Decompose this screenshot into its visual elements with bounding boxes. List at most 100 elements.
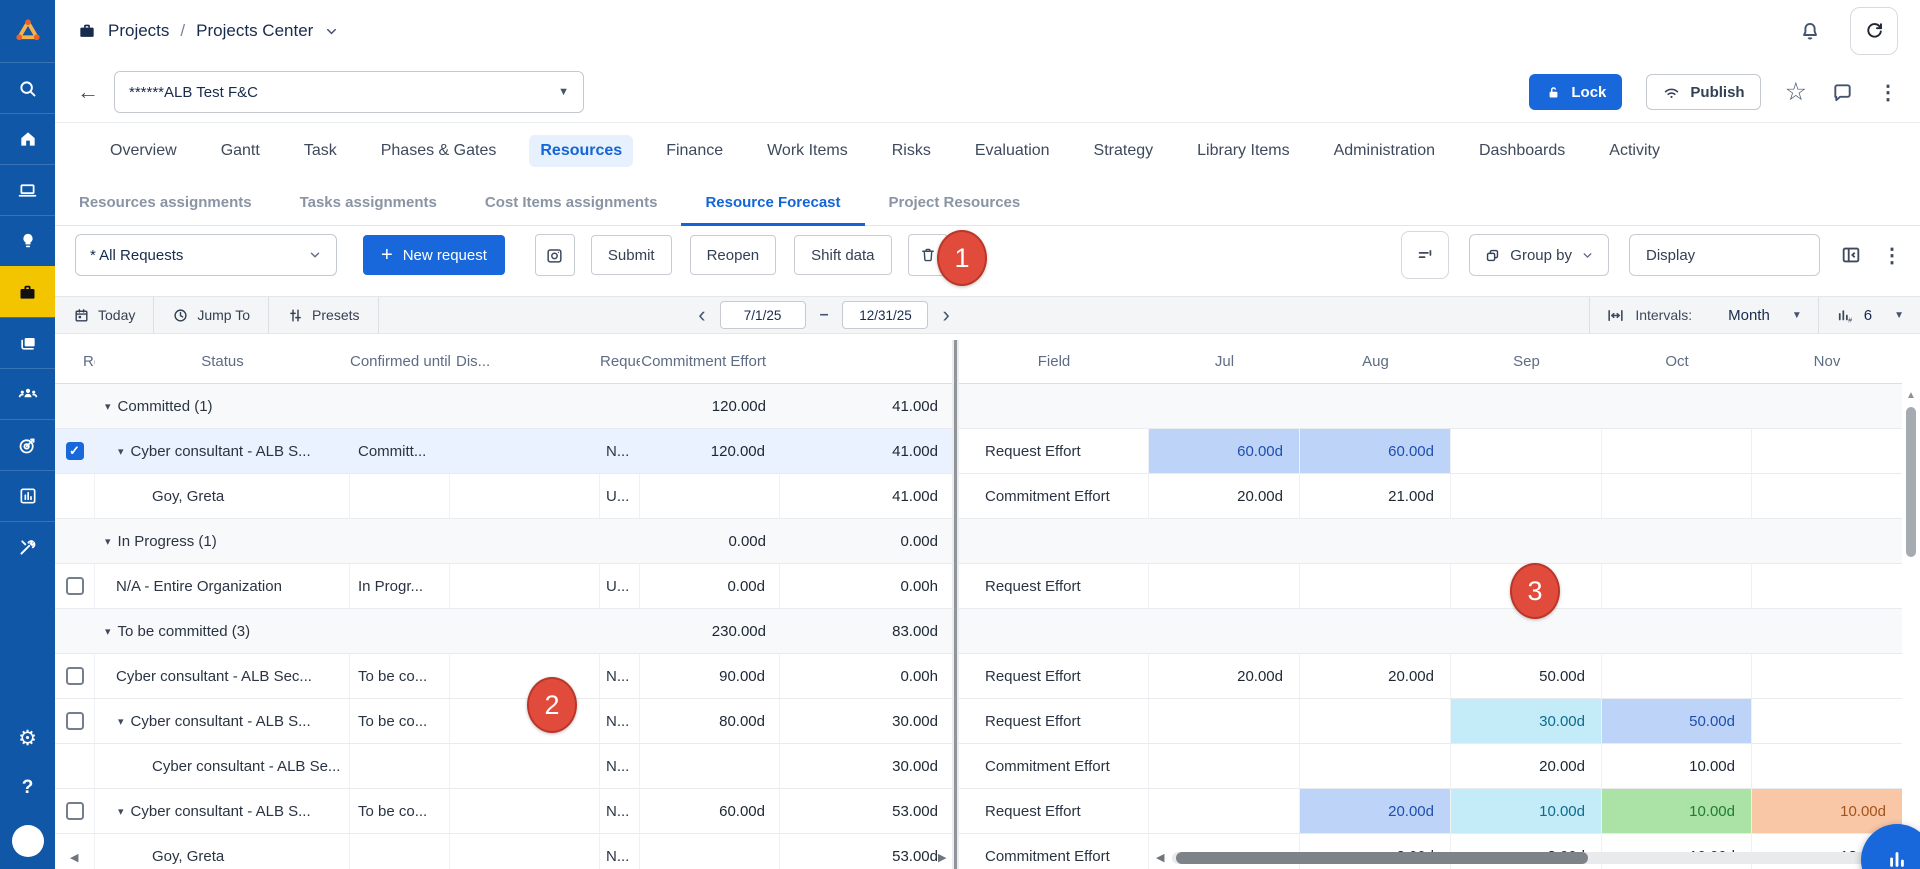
column-header-oct[interactable]: Oct — [1602, 353, 1752, 370]
sidebar-item-tools[interactable] — [0, 521, 55, 572]
tab-evaluation[interactable]: Evaluation — [964, 135, 1061, 167]
sidebar-item-portfolios[interactable] — [0, 317, 55, 368]
tab-strategy[interactable]: Strategy — [1083, 135, 1165, 167]
tab-activity[interactable]: Activity — [1598, 135, 1671, 167]
hscroll-left-icon[interactable]: ◀ — [1156, 853, 1164, 864]
collapse-caret-icon[interactable]: ▾ — [105, 400, 111, 413]
column-header-aug[interactable]: Aug — [1300, 353, 1451, 370]
sidebar-item-goals[interactable] — [0, 419, 55, 470]
favorite-star-icon[interactable]: ☆ — [1785, 77, 1807, 107]
collapse-caret-icon[interactable]: ▾ — [118, 445, 124, 458]
sidebar-item-settings[interactable]: ⚙ — [0, 713, 55, 763]
forecast-row[interactable]: Commitment Effort20.00d21.00d — [959, 474, 1902, 519]
notifications-button[interactable] — [1798, 19, 1822, 43]
subtab-resources-assignments[interactable]: Resources assignments — [55, 179, 276, 225]
month-cell-oct[interactable]: 10.00d — [1602, 744, 1752, 788]
back-arrow-icon[interactable]: ← — [77, 79, 99, 105]
tab-work-items[interactable]: Work Items — [756, 135, 859, 167]
month-cell-jul[interactable] — [1149, 744, 1300, 788]
forecast-row[interactable]: Request Effort30.00d50.00d — [959, 699, 1902, 744]
publish-button[interactable]: Publish — [1646, 74, 1760, 110]
resource-row[interactable]: Goy, GretaU...41.00d — [55, 474, 952, 519]
month-cell-aug[interactable]: 21.00d — [1300, 474, 1451, 518]
jump-to-button[interactable]: Jump To — [154, 297, 269, 333]
month-cell-oct[interactable] — [1602, 429, 1752, 473]
range-previous-icon[interactable]: ‹ — [698, 304, 705, 326]
range-end-input[interactable]: 12/31/25 — [842, 301, 928, 329]
month-cell-nov[interactable] — [1752, 654, 1902, 698]
column-header-commitment-effort[interactable]: Commitment Effort — [640, 353, 780, 370]
range-next-icon[interactable]: › — [942, 304, 949, 326]
submit-button[interactable]: Submit — [591, 235, 672, 275]
month-cell-jul[interactable] — [1149, 699, 1300, 743]
scroll-up-icon[interactable]: ▲ — [1906, 390, 1916, 401]
column-header-resource[interactable]: Resource — [55, 353, 95, 370]
tab-task[interactable]: Task — [293, 135, 348, 167]
month-cell-aug[interactable]: 20.00d — [1300, 789, 1451, 833]
range-start-input[interactable]: 7/1/25 — [720, 301, 806, 329]
app-logo[interactable] — [0, 0, 55, 62]
sidebar-item-help[interactable]: ? — [0, 763, 55, 813]
month-cell-nov[interactable] — [1752, 744, 1902, 788]
month-cell-sep[interactable] — [1451, 429, 1602, 473]
column-header-request-effort[interactable]: Request Effort — [600, 353, 640, 370]
sidebar-item-profile[interactable] — [0, 813, 55, 869]
display-button[interactable]: Display — [1629, 234, 1820, 276]
panel-splitter[interactable] — [952, 340, 959, 869]
horizontal-scroll-thumb[interactable] — [1176, 852, 1588, 864]
group-row[interactable]: ▾In Progress (1)0.00d0.00d — [55, 519, 952, 564]
column-header-field[interactable]: Field — [959, 353, 1149, 370]
column-header-sep[interactable]: Sep — [1451, 353, 1602, 370]
month-cell-nov[interactable] — [1752, 699, 1902, 743]
resource-row[interactable]: ✓▾Cyber consultant - ALB S...Committ...N… — [55, 429, 952, 474]
forecast-row[interactable]: Request Effort20.00d10.00d10.00d10.00d — [959, 789, 1902, 834]
resource-row[interactable]: ▾Cyber consultant - ALB S...To be co...N… — [55, 699, 952, 744]
month-cell-jul[interactable] — [1149, 564, 1300, 608]
subtab-resource-forecast[interactable]: Resource Forecast — [681, 179, 864, 225]
month-cell-oct[interactable] — [1602, 474, 1752, 518]
sidebar-item-search[interactable] — [0, 62, 55, 113]
column-header-dis[interactable]: Dis... — [450, 353, 600, 370]
sidebar-item-projects[interactable] — [0, 266, 55, 317]
column-header-jul[interactable]: Jul — [1149, 353, 1300, 370]
month-cell-jul[interactable]: 20.00d — [1149, 654, 1300, 698]
month-cell-sep[interactable]: 30.00d — [1451, 699, 1602, 743]
group-row[interactable]: ▾To be committed (3)230.00d83.00d — [55, 609, 952, 654]
forecast-row[interactable]: Request Effort60.00d60.00d — [959, 429, 1902, 474]
hscroll-left-icon[interactable]: ◀ — [70, 853, 78, 864]
month-cell-sep[interactable] — [1451, 474, 1602, 518]
row-checkbox[interactable] — [66, 802, 84, 820]
sidebar-item-home[interactable] — [0, 113, 55, 164]
presets-button[interactable]: Presets — [269, 297, 378, 333]
month-cell-nov[interactable] — [1752, 564, 1902, 608]
column-header-status[interactable]: Status — [95, 353, 350, 370]
tab-administration[interactable]: Administration — [1323, 135, 1446, 167]
resource-row[interactable]: N/A - Entire OrganizationIn Progr...U...… — [55, 564, 952, 609]
reopen-button[interactable]: Reopen — [690, 235, 777, 275]
month-cell-aug[interactable]: 60.00d — [1300, 429, 1451, 473]
project-selector[interactable]: ******ALB Test F&C ▼ — [114, 71, 584, 113]
collapse-caret-icon[interactable]: ▾ — [118, 715, 124, 728]
month-cell-nov[interactable]: 10.00d — [1752, 789, 1902, 833]
tab-resources[interactable]: Resources — [529, 135, 633, 167]
month-cell-jul[interactable]: 60.00d — [1149, 429, 1300, 473]
row-checkbox[interactable] — [66, 667, 84, 685]
month-cell-oct[interactable] — [1602, 654, 1752, 698]
refresh-button[interactable] — [1850, 7, 1898, 55]
month-cell-aug[interactable] — [1300, 744, 1451, 788]
month-cell-sep[interactable]: 10.00d — [1451, 789, 1602, 833]
chevron-down-icon[interactable] — [324, 24, 339, 39]
tab-library-items[interactable]: Library Items — [1186, 135, 1300, 167]
month-cell-aug[interactable] — [1300, 699, 1451, 743]
month-cell-oct[interactable] — [1602, 564, 1752, 608]
month-cell-nov[interactable] — [1752, 474, 1902, 518]
request-filter-select[interactable]: * All Requests — [75, 234, 337, 276]
month-cell-sep[interactable]: 20.00d — [1451, 744, 1602, 788]
row-checkbox[interactable]: ✓ — [66, 442, 84, 460]
group-row[interactable]: ▾Committed (1)120.00d41.00d — [55, 384, 952, 429]
collapse-panel-button[interactable] — [1840, 244, 1862, 266]
interval-select[interactable]: Month ▼ — [1728, 307, 1802, 324]
tab-risks[interactable]: Risks — [881, 135, 942, 167]
column-header-nov[interactable]: Nov — [1752, 353, 1902, 370]
month-cell-oct[interactable]: 50.00d — [1602, 699, 1752, 743]
